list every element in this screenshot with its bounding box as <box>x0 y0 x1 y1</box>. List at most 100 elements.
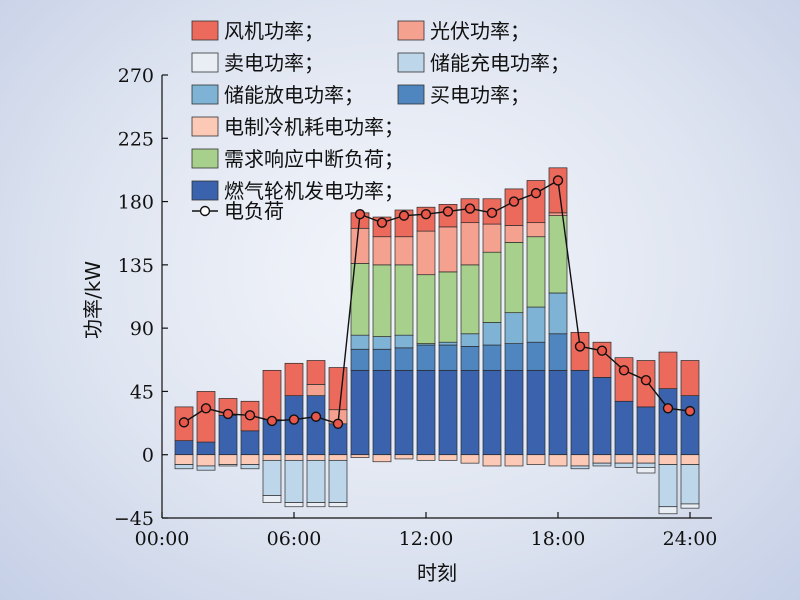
bar-segment-pv <box>526 222 546 238</box>
bar-segment-dr <box>416 274 436 344</box>
load-point <box>530 187 542 199</box>
bar-segment-buy <box>460 346 480 371</box>
bar-segment-chiller <box>350 454 370 458</box>
legend-label-gas: 燃气轮机发电功率； <box>224 179 404 203</box>
bar-segment-chiller <box>240 454 260 465</box>
load-point <box>508 196 520 207</box>
legend-label-discharge: 储能放电功率； <box>224 83 364 107</box>
bar-segment-wind <box>658 351 678 389</box>
bar-segment-wind <box>680 360 700 396</box>
bar-segment-wind <box>526 180 546 224</box>
load-point <box>398 210 410 221</box>
bar-segment-discharge <box>372 336 392 350</box>
bar-segment-dr <box>460 264 480 335</box>
legend-label-charge: 储能充电功率； <box>430 51 570 75</box>
bar-segment-buy <box>350 348 370 371</box>
bar-segment-discharge <box>482 322 502 346</box>
legend-item-gas: 燃气轮机发电功率； <box>191 179 404 203</box>
y-axis-title: 功率/kW <box>81 261 105 339</box>
axes: −45 0 45 90 135 180 225 270 00:00 06:00 12:00 18:0… <box>114 65 717 550</box>
legend-label-buy: 买电功率； <box>430 83 530 107</box>
legend: 风机功率； 光伏功率； 卖电功率； 储能充电功率； 储能放电功率； 买电功率； … <box>191 19 570 223</box>
bar-segment-charge <box>570 465 590 470</box>
load-point <box>200 403 212 414</box>
y-tick-label: 90 <box>130 318 154 340</box>
bar-segment-chiller <box>614 454 634 464</box>
load-point <box>376 217 388 228</box>
bar-segment-chiller <box>526 454 546 465</box>
bar-segment-gas <box>306 395 326 456</box>
bar-segment-buy <box>548 333 568 371</box>
bar-segment-chiller <box>680 454 700 465</box>
bar-segment-charge <box>284 459 304 503</box>
load-point <box>244 410 256 421</box>
y-ticks: −45 0 45 90 135 180 225 270 <box>114 65 168 530</box>
load-point <box>464 203 476 214</box>
bar-segment-gas <box>548 369 568 456</box>
bar-segment-pv <box>306 384 326 396</box>
bar-segment-sell <box>658 506 678 515</box>
bar-segment-chiller <box>372 454 392 463</box>
bar-segment-chiller <box>570 454 590 467</box>
bar-segment-gas <box>438 369 458 456</box>
y-tick-label: 225 <box>118 128 154 150</box>
bar-segment-charge <box>658 464 678 508</box>
load-point <box>640 374 652 386</box>
bar-segment-wind <box>306 360 326 385</box>
x-ticks: 00:00 06:00 12:00 18:00 24:00 <box>135 512 717 550</box>
bar-segment-discharge <box>526 306 546 343</box>
bar-segment-chiller <box>658 454 678 465</box>
bar-segment-gas <box>240 430 260 456</box>
bar-segment-buy <box>526 341 546 371</box>
bar-segment-gas <box>416 369 436 456</box>
legend-item-wind: 风机功率； <box>191 19 324 43</box>
legend-item-pv: 光伏功率； <box>397 19 530 43</box>
load-point <box>618 365 630 376</box>
legend-item-load: 电负荷 <box>192 199 284 223</box>
bar-segment-chiller <box>328 454 348 461</box>
load-point <box>574 341 586 352</box>
bar-segment-sell <box>306 502 326 508</box>
bar-segment-pv <box>394 236 414 266</box>
bar-segment-chiller <box>548 454 568 467</box>
legend-label-sell: 卖电功率； <box>224 51 324 75</box>
load-line-layer <box>178 175 696 429</box>
load-point <box>596 345 608 356</box>
bar-segment-dr <box>372 264 392 337</box>
bar-segment-buy <box>394 347 414 371</box>
bar-segment-chiller <box>174 454 194 465</box>
bar-segment-buy <box>482 344 502 371</box>
bar-segment-buy <box>372 348 392 371</box>
bar-segment-wind <box>504 188 524 226</box>
bar-segment-pv <box>372 236 392 266</box>
bar-segment-discharge <box>438 341 458 346</box>
bar-segment-chiller <box>636 454 656 464</box>
legend-label-dr: 需求响应中断负荷； <box>224 147 404 171</box>
bar-segment-gas <box>218 414 238 456</box>
load-point <box>178 417 190 428</box>
bar-segment-pv <box>504 225 524 243</box>
x-tick-label: 12:00 <box>399 528 454 550</box>
bar-segment-charge <box>680 464 700 505</box>
bar-segment-pv <box>482 223 502 253</box>
bar-segment-sell <box>636 467 656 474</box>
y-tick-label: −45 <box>114 508 154 530</box>
bar-segment-dr <box>482 251 502 323</box>
bar-segment-gas <box>394 369 414 456</box>
bar-segment-gas <box>636 406 656 456</box>
bar-segment-charge <box>636 462 656 468</box>
bar-segment-buy <box>416 344 436 371</box>
load-point <box>662 403 674 414</box>
bar-segment-gas <box>196 441 216 456</box>
bar-segment-gas <box>570 369 590 456</box>
bar-segment-chiller <box>394 454 414 460</box>
bar-segment-chiller <box>196 454 216 467</box>
load-point <box>288 414 300 425</box>
legend-item-discharge: 储能放电功率； <box>191 83 364 107</box>
load-point <box>486 207 498 219</box>
bar-segment-chiller <box>262 454 282 461</box>
bar-segment-gas <box>482 369 502 456</box>
legend-item-charge: 储能充电功率； <box>397 51 570 75</box>
bar-segment-charge <box>174 464 194 470</box>
